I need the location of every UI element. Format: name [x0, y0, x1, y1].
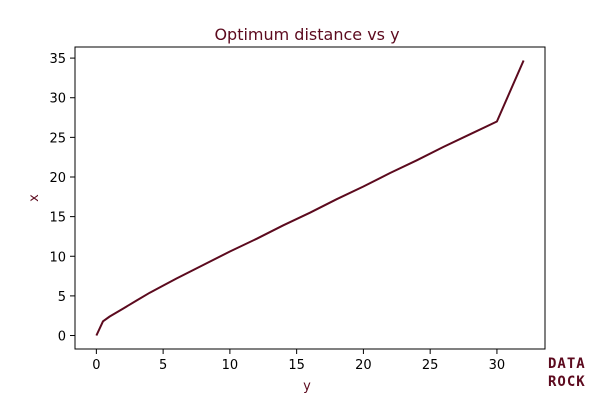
x-tick-label: 10 — [222, 358, 239, 373]
x-tick-label: 0 — [92, 358, 100, 373]
datarock-logo: DATA ROCK — [548, 356, 586, 390]
x-tick-label: 15 — [288, 358, 305, 373]
y-tick-label: 30 — [49, 92, 66, 107]
y-tick-label: 20 — [49, 171, 66, 186]
y-axis-ticks: 0 5 10 15 20 25 30 35 — [49, 52, 75, 345]
y-axis-label: x — [27, 194, 42, 202]
chart-title: Optimum distance vs y — [214, 25, 399, 44]
series-line-0 — [95, 60, 525, 336]
plot-area — [74, 46, 546, 350]
x-tick-label: 20 — [355, 358, 372, 373]
y-tick-label: 25 — [49, 131, 66, 146]
y-tick-label: 15 — [49, 211, 66, 226]
series-layer — [95, 60, 525, 336]
x-tick-label: 25 — [422, 358, 439, 373]
y-tick-label: 0 — [58, 330, 66, 345]
logo-line-1: DATA — [548, 356, 586, 372]
y-tick-label: 5 — [58, 290, 66, 305]
logo-line-2: ROCK — [548, 374, 586, 390]
x-tick-label: 5 — [159, 358, 167, 373]
x-axis-ticks: 0 5 10 15 20 25 30 — [92, 349, 505, 373]
y-tick-label: 10 — [49, 250, 66, 265]
x-tick-label: 30 — [489, 358, 506, 373]
x-axis-label: y — [303, 379, 311, 394]
y-tick-label: 35 — [49, 52, 66, 67]
